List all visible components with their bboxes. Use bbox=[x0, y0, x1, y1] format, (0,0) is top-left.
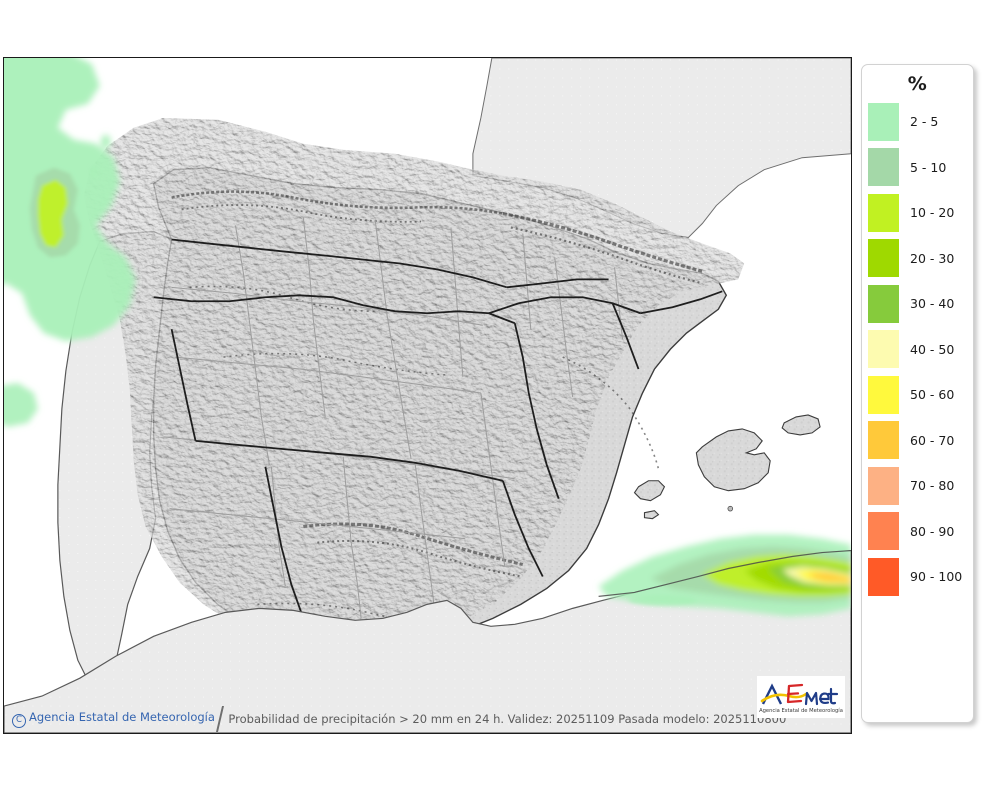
legend-swatch bbox=[868, 557, 899, 596]
legend-row[interactable]: 90 - 100 bbox=[868, 554, 973, 600]
precip-contour-2-5-south bbox=[4, 383, 38, 427]
legend-label: 50 - 60 bbox=[910, 387, 955, 403]
legend-swatch bbox=[868, 148, 899, 187]
legend-swatch bbox=[868, 466, 899, 505]
island-ibiza bbox=[633, 480, 666, 502]
aemet-logo-subtitle: Agencia Estatal de Meteorología bbox=[759, 707, 843, 714]
legend-row[interactable]: 70 - 80 bbox=[868, 463, 973, 509]
legend-label: 20 - 30 bbox=[910, 250, 955, 266]
legend-label: 90 - 100 bbox=[910, 569, 963, 585]
legend-row[interactable]: 10 - 20 bbox=[868, 190, 973, 236]
legend-label: 80 - 90 bbox=[910, 523, 955, 539]
legend-items: 2 - 5 5 - 10 10 - 20 20 - 30 30 - 40 40 - 50 5… bbox=[862, 99, 973, 600]
legend-row[interactable]: 2 - 5 bbox=[868, 99, 973, 145]
legend-row[interactable]: 20 - 30 bbox=[868, 236, 973, 282]
legend-swatch bbox=[868, 512, 899, 551]
legend-swatch bbox=[868, 421, 899, 460]
legend-swatch bbox=[868, 330, 899, 369]
legend-swatch bbox=[868, 239, 899, 278]
legend-label: 2 - 5 bbox=[910, 114, 939, 130]
legend-row[interactable]: 40 - 50 bbox=[868, 327, 973, 373]
legend-swatch bbox=[868, 284, 899, 323]
map-panel[interactable] bbox=[3, 57, 852, 734]
legend-row[interactable]: 30 - 40 bbox=[868, 281, 973, 327]
precip-alg-contour-60-70 bbox=[808, 572, 851, 583]
aemet-logo-graphic: Agencia Estatal de Meteorología bbox=[759, 683, 843, 714]
balearic-islands bbox=[633, 414, 821, 520]
aemet-logo: Agencia Estatal de Meteorología bbox=[757, 676, 845, 718]
legend-label: 30 - 40 bbox=[910, 296, 955, 312]
legend-title: % bbox=[907, 73, 928, 95]
island-mallorca bbox=[695, 428, 771, 492]
legend-row[interactable]: 50 - 60 bbox=[868, 372, 973, 418]
north-africa-coastline-overlay bbox=[598, 549, 851, 597]
legend-label: 70 - 80 bbox=[910, 478, 955, 494]
legend-label: 10 - 20 bbox=[910, 205, 955, 221]
legend-swatch bbox=[868, 102, 899, 141]
map-graphic bbox=[4, 58, 851, 733]
island-cabrera bbox=[727, 505, 734, 512]
legend-swatch bbox=[868, 375, 899, 414]
legend-swatch bbox=[868, 193, 899, 232]
precip-speck-2 bbox=[89, 165, 98, 178]
precip-speck-1 bbox=[100, 134, 111, 149]
legend-panel[interactable]: % 2 - 5 5 - 10 10 - 20 20 - 30 30 - 40 40 - 5… bbox=[861, 64, 974, 723]
precip-field-galicia-core bbox=[29, 167, 80, 258]
island-formentera bbox=[643, 510, 660, 520]
legend-row[interactable]: 80 - 90 bbox=[868, 509, 973, 555]
precip-contour-10-20 bbox=[37, 179, 68, 248]
legend-label: 5 - 10 bbox=[910, 159, 947, 175]
map-canvas bbox=[4, 58, 851, 733]
legend-row[interactable]: 60 - 70 bbox=[868, 418, 973, 464]
legend-row[interactable]: 5 - 10 bbox=[868, 145, 973, 191]
legend-label: 40 - 50 bbox=[910, 341, 955, 357]
precip-alg-streak bbox=[628, 595, 697, 606]
legend-label: 60 - 70 bbox=[910, 432, 955, 448]
island-menorca bbox=[781, 414, 821, 436]
